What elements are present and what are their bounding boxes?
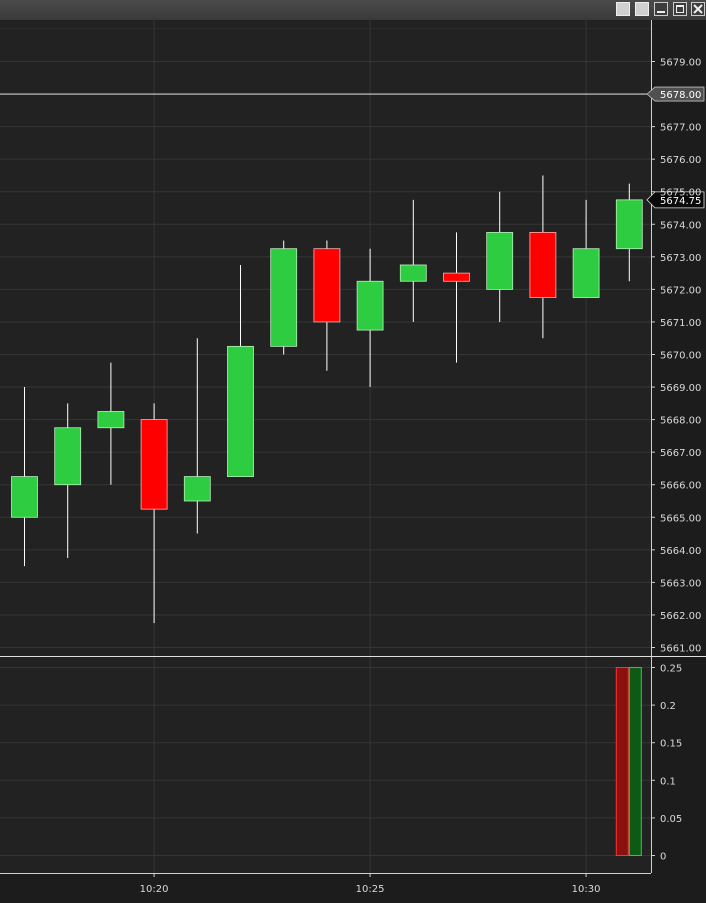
candle-body — [227, 345, 254, 477]
candle-body — [140, 419, 168, 510]
price-tick-label: 5679.00 — [660, 58, 701, 69]
axis-labels: 5661.00 5662.00 5663.00 5664.00 5665.00 5666.… — [140, 58, 702, 896]
volume-bar — [628, 667, 642, 856]
time-tick-label: 10:30 — [572, 884, 601, 895]
volume-tick-label: 0 — [660, 852, 666, 863]
volume-tick-label: 0.25 — [660, 664, 682, 675]
volume-tick-label: 0.15 — [660, 739, 682, 750]
window-button-2[interactable] — [635, 2, 649, 16]
price-tick-label: 5668.00 — [660, 416, 701, 427]
volume-tick-label: 0.1 — [660, 776, 676, 787]
minimize-icon[interactable] — [654, 2, 668, 16]
candle-body — [270, 248, 298, 347]
candle-body — [399, 264, 427, 282]
time-tick-label: 10:20 — [140, 884, 169, 895]
price-tick-label: 5665.00 — [660, 513, 701, 524]
candle-body — [97, 411, 125, 429]
price-tick-label: 5667.00 — [660, 448, 701, 459]
maximize-icon[interactable] — [673, 2, 687, 16]
candle-body — [572, 248, 600, 298]
price-tick-label: 5671.00 — [660, 318, 701, 329]
candle-body — [615, 199, 643, 250]
candle-body — [443, 272, 470, 282]
candle-body — [356, 280, 384, 331]
plot-area — [0, 20, 651, 873]
candle-body — [313, 248, 341, 323]
window-button-1[interactable] — [616, 2, 630, 16]
price-tick-label: 5675.00 — [660, 188, 701, 199]
last-price-label-box — [646, 191, 705, 209]
candle-body — [486, 232, 514, 290]
price-tick-label: 5666.00 — [660, 481, 701, 492]
price-tick-label: 5673.00 — [660, 253, 701, 264]
time-tick-label: 10:25 — [356, 884, 385, 895]
price-tick-label: 5670.00 — [660, 351, 701, 362]
candlestick-chart[interactable]: 5661.00 5662.00 5663.00 5664.00 5665.00 5666.… — [0, 20, 706, 903]
price-tick-label: 5661.00 — [660, 644, 701, 655]
volume-tick-label: 0.2 — [660, 701, 676, 712]
price-tick-label: 5677.00 — [660, 123, 701, 134]
volume-bar — [615, 667, 629, 856]
candle-body — [54, 427, 82, 486]
window-titlebar — [0, 0, 706, 21]
candle-body — [529, 232, 557, 298]
volume-tick-label: 0.05 — [660, 814, 682, 825]
price-tick-label: 5664.00 — [660, 546, 701, 557]
axes — [0, 20, 706, 877]
candles — [11, 175, 643, 624]
candle-body — [183, 476, 211, 502]
price-tick-label: 5672.00 — [660, 285, 701, 296]
price-tick-label: 5663.00 — [660, 578, 701, 589]
last-price-label: 5674.75 — [660, 196, 701, 207]
price-tick-label: 5662.00 — [660, 611, 701, 622]
horizontal-line-label: 5678.00 — [660, 90, 701, 101]
candle-body — [11, 476, 38, 518]
volume-bars — [615, 667, 642, 856]
price-tick-label: 5669.00 — [660, 383, 701, 394]
price-tick-label: 5676.00 — [660, 155, 701, 166]
price-tick-label: 5674.00 — [660, 220, 701, 231]
horizontal-line-label-box — [646, 86, 705, 102]
close-icon[interactable] — [691, 2, 705, 16]
